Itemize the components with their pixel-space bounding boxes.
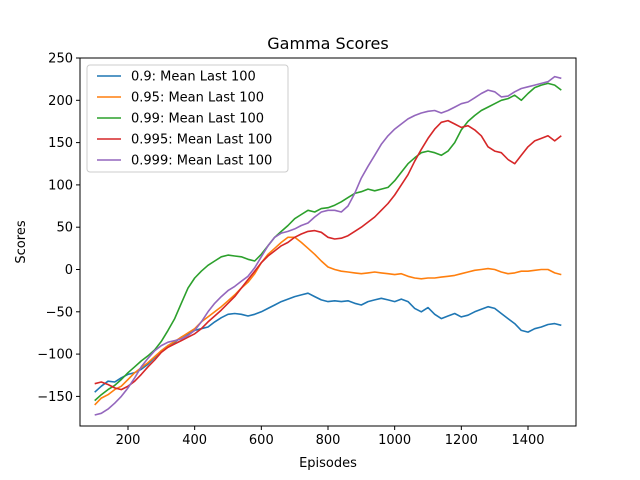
y-tick-label: 200	[48, 94, 73, 109]
legend-label-3: 0.995: Mean Last 100	[131, 133, 272, 148]
legend-label-0: 0.9: Mean Last 100	[131, 70, 256, 85]
legend-label-4: 0.999: Mean Last 100	[131, 154, 272, 169]
legend-box	[86, 64, 289, 173]
x-axis-label: Episodes	[299, 456, 357, 471]
y-axis: −150 −100 −50 0 50 100 150 200 250	[37, 52, 80, 405]
x-tick-label: 800	[316, 433, 341, 448]
x-tick-label: 400	[182, 433, 207, 448]
x-tick-label: 200	[116, 433, 141, 448]
y-tick-label: 0	[65, 263, 73, 278]
y-tick-label: 100	[48, 178, 73, 193]
chart-title: Gamma Scores	[267, 34, 388, 53]
y-tick-label: −150	[37, 390, 73, 405]
y-tick-label: 250	[48, 52, 73, 67]
y-tick-label: 150	[48, 136, 73, 151]
legend: 0.9: Mean Last 100 0.95: Mean Last 100 0.9…	[86, 64, 289, 173]
y-tick-label: −50	[46, 305, 73, 320]
series-line-2	[94, 82, 562, 402]
series-line-1	[94, 236, 562, 406]
y-tick-label: −100	[37, 348, 73, 363]
series-line-4	[94, 75, 562, 416]
x-tick-label: 1400	[511, 433, 544, 448]
x-tick-label: 1000	[378, 433, 411, 448]
x-axis: 200 400 600 800 1000 1200 1400	[116, 426, 545, 448]
series-layer	[94, 75, 562, 416]
y-axis-label: Scores	[14, 220, 29, 263]
y-tick-label: 50	[56, 221, 73, 236]
series-line-0	[94, 292, 562, 393]
x-tick-label: 1200	[445, 433, 478, 448]
x-tick-label: 600	[249, 433, 274, 448]
series-line-3	[94, 119, 562, 391]
legend-label-2: 0.99: Mean Last 100	[131, 112, 264, 127]
legend-label-1: 0.95: Mean Last 100	[131, 91, 264, 106]
